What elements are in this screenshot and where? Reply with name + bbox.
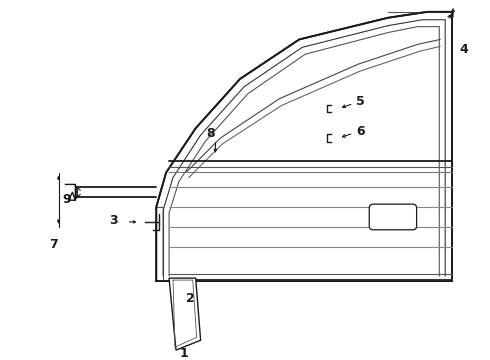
Polygon shape (169, 278, 200, 350)
Text: 5: 5 (356, 95, 365, 108)
Text: 2: 2 (186, 292, 195, 305)
Polygon shape (156, 12, 452, 281)
Text: 4: 4 (459, 43, 468, 56)
Text: 6: 6 (356, 125, 365, 138)
Text: 1: 1 (179, 347, 188, 360)
Text: 3: 3 (110, 215, 118, 228)
Text: 7: 7 (49, 238, 58, 251)
Text: 8: 8 (206, 127, 215, 140)
Text: 9: 9 (63, 193, 71, 206)
FancyBboxPatch shape (369, 204, 416, 230)
